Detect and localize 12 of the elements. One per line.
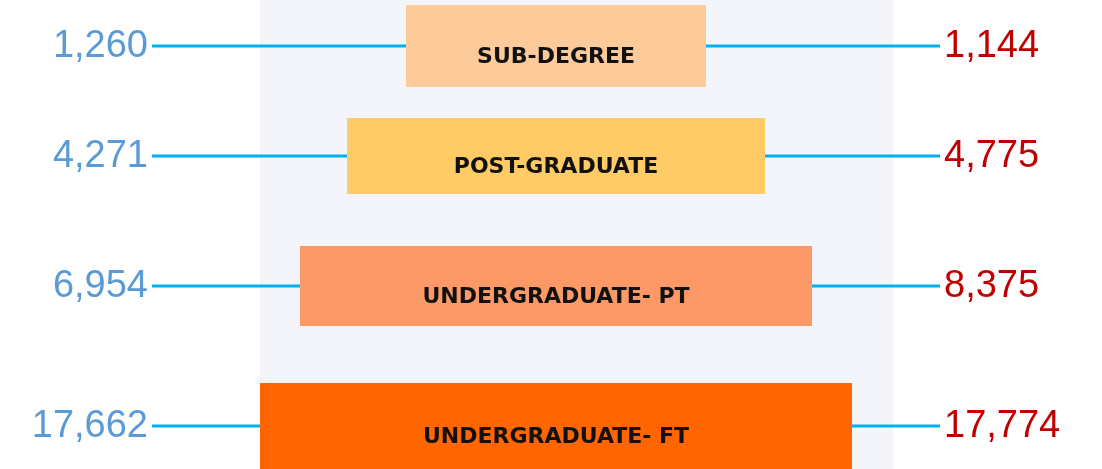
data-label: 6,954 [52, 263, 148, 305]
data-label: 4,271 [52, 133, 148, 175]
data-label: 17,774 [944, 403, 1061, 445]
category-label: UNDERGRADUATE- PT [422, 283, 690, 308]
category-label: POST-GRADUATE [453, 153, 659, 178]
data-label: 1,144 [944, 23, 1040, 65]
data-label: 1,260 [52, 23, 148, 65]
data-label: 17,662 [31, 403, 148, 445]
category-label: SUB-DEGREE [477, 43, 635, 68]
data-label: 4,775 [944, 133, 1040, 175]
data-label: 8,375 [944, 263, 1040, 305]
category-label: UNDERGRADUATE- FT [422, 423, 690, 448]
